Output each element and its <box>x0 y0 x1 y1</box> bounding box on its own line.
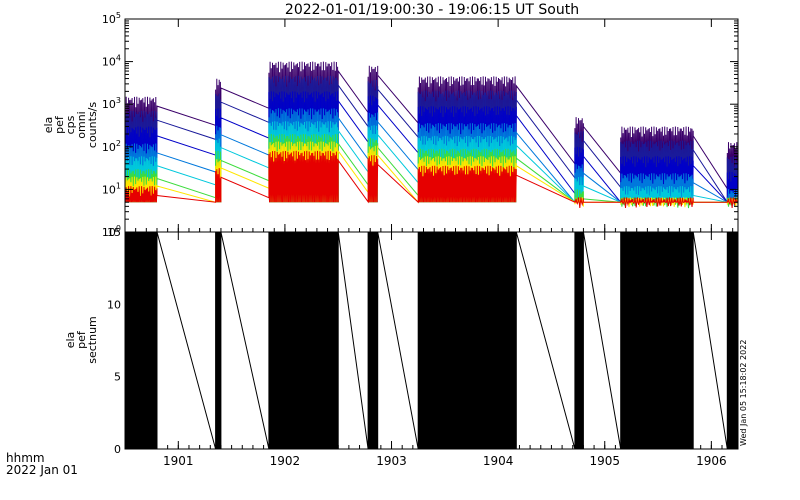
bottom-ylabel-line: pef <box>75 330 88 349</box>
top-ylabel-line: omni <box>75 111 88 138</box>
bottom-ytick-label: 15 <box>107 226 121 239</box>
bottom-ytick-label: 5 <box>114 371 121 384</box>
bottom-xtick-label: 1903 <box>376 454 407 468</box>
bottom-xticks: 1901 1902 1903 1904 1905 1906 <box>124 232 734 468</box>
bottom-xtick-label: 1902 <box>270 454 301 468</box>
bottom-yticks: 0 5 10 15 <box>107 226 738 456</box>
top-ytick-label: 101 <box>102 181 121 196</box>
timestamp: Wed Jan 05 15:18:02 2022 <box>739 340 748 446</box>
bottom-panel-frame <box>124 231 739 450</box>
top-ytick-label: 103 <box>102 96 121 111</box>
bottom-ytick-label: 10 <box>107 298 121 311</box>
top-xticks <box>124 19 734 232</box>
bottom-panel: 0 5 10 15 1901 1902 1903 1904 1905 1906 elapefse… <box>64 226 739 468</box>
top-ytick-label: 105 <box>102 11 121 26</box>
top-traces <box>124 61 739 209</box>
top-ytick-label: 102 <box>102 139 121 154</box>
bottom-xtick-label: 1905 <box>589 454 620 468</box>
bottom-ytick-label: 0 <box>114 443 121 456</box>
footer-hhmm: hhmm <box>6 451 45 465</box>
top-ylabel-line: ela <box>42 117 55 134</box>
bottom-ylabel-line: sectnum <box>86 316 99 364</box>
bottom-ylabel-line: ela <box>64 332 77 349</box>
top-ylabel-line: cps <box>64 115 77 134</box>
top-ytick-label: 104 <box>102 54 121 69</box>
top-ylabel-line: counts/s <box>86 102 99 148</box>
top-series-7 <box>124 150 739 208</box>
chart-title: 2022-01-01/19:00:30 - 19:06:15 UT South <box>285 2 579 18</box>
bottom-xtick-label: 1904 <box>483 454 514 468</box>
footer-date: 2022 Jan 01 <box>6 463 78 477</box>
bottom-xtick-label: 1906 <box>696 454 727 468</box>
bottom-series-sectnum <box>124 231 739 450</box>
bottom-xtick-label: 1901 <box>163 454 194 468</box>
top-ylabel-line: pef <box>53 115 66 134</box>
bottom-traces <box>124 231 739 450</box>
